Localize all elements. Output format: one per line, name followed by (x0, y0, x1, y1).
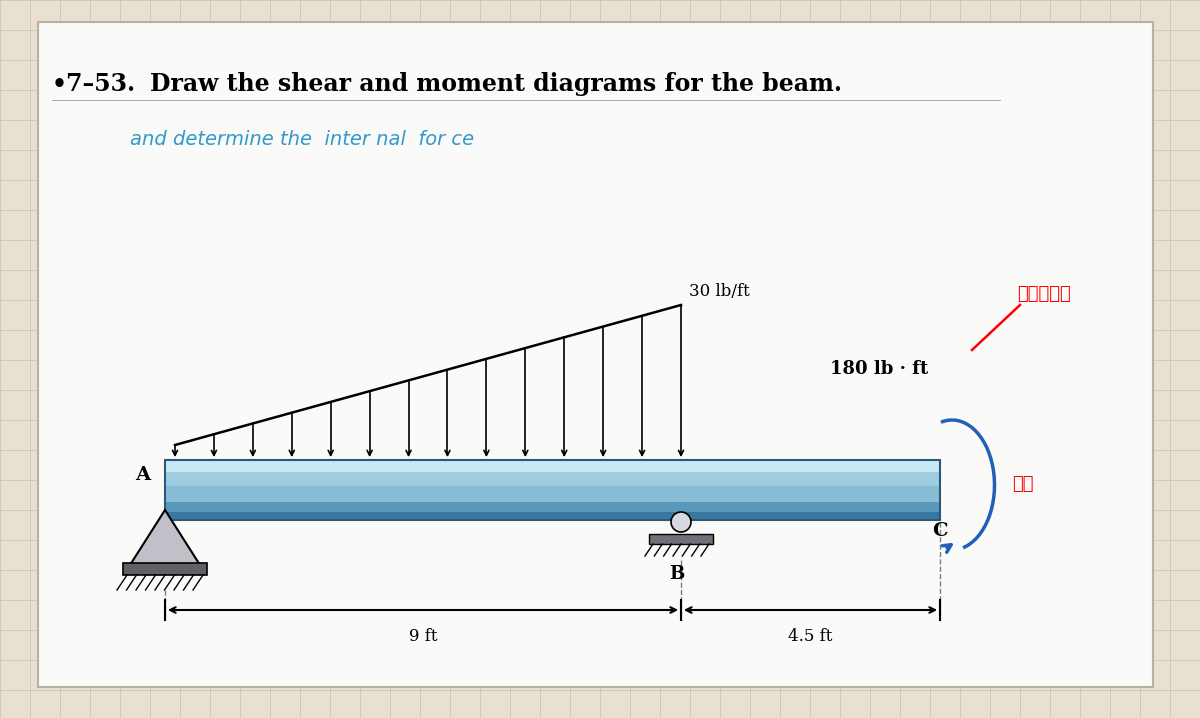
Text: •7–53.: •7–53. (52, 72, 136, 96)
Bar (166, 512, 940, 520)
Bar (649, 534, 713, 544)
Text: 9 ft: 9 ft (409, 628, 437, 645)
Text: 4.5 ft: 4.5 ft (788, 628, 833, 645)
Text: and determine the  inter nal  for ce: and determine the inter nal for ce (130, 130, 474, 149)
Bar (166, 486, 940, 502)
Bar (124, 563, 208, 575)
Bar (166, 460, 940, 472)
Text: 30 lb/ft: 30 lb/ft (689, 283, 750, 300)
Bar (166, 502, 940, 512)
Text: C: C (932, 522, 948, 540)
Text: A: A (134, 466, 150, 484)
Text: ปอนด์: ปอนด์ (1018, 285, 1070, 303)
Bar (166, 472, 940, 486)
FancyBboxPatch shape (38, 22, 1153, 687)
Text: B: B (670, 565, 684, 583)
Text: ผม: ผม (1012, 475, 1033, 493)
Text: 180 lb · ft: 180 lb · ft (830, 360, 929, 378)
Polygon shape (130, 510, 200, 565)
Bar (166, 460, 940, 520)
Circle shape (671, 512, 691, 532)
Text: Draw the shear and moment diagrams for the beam.: Draw the shear and moment diagrams for t… (150, 72, 842, 96)
